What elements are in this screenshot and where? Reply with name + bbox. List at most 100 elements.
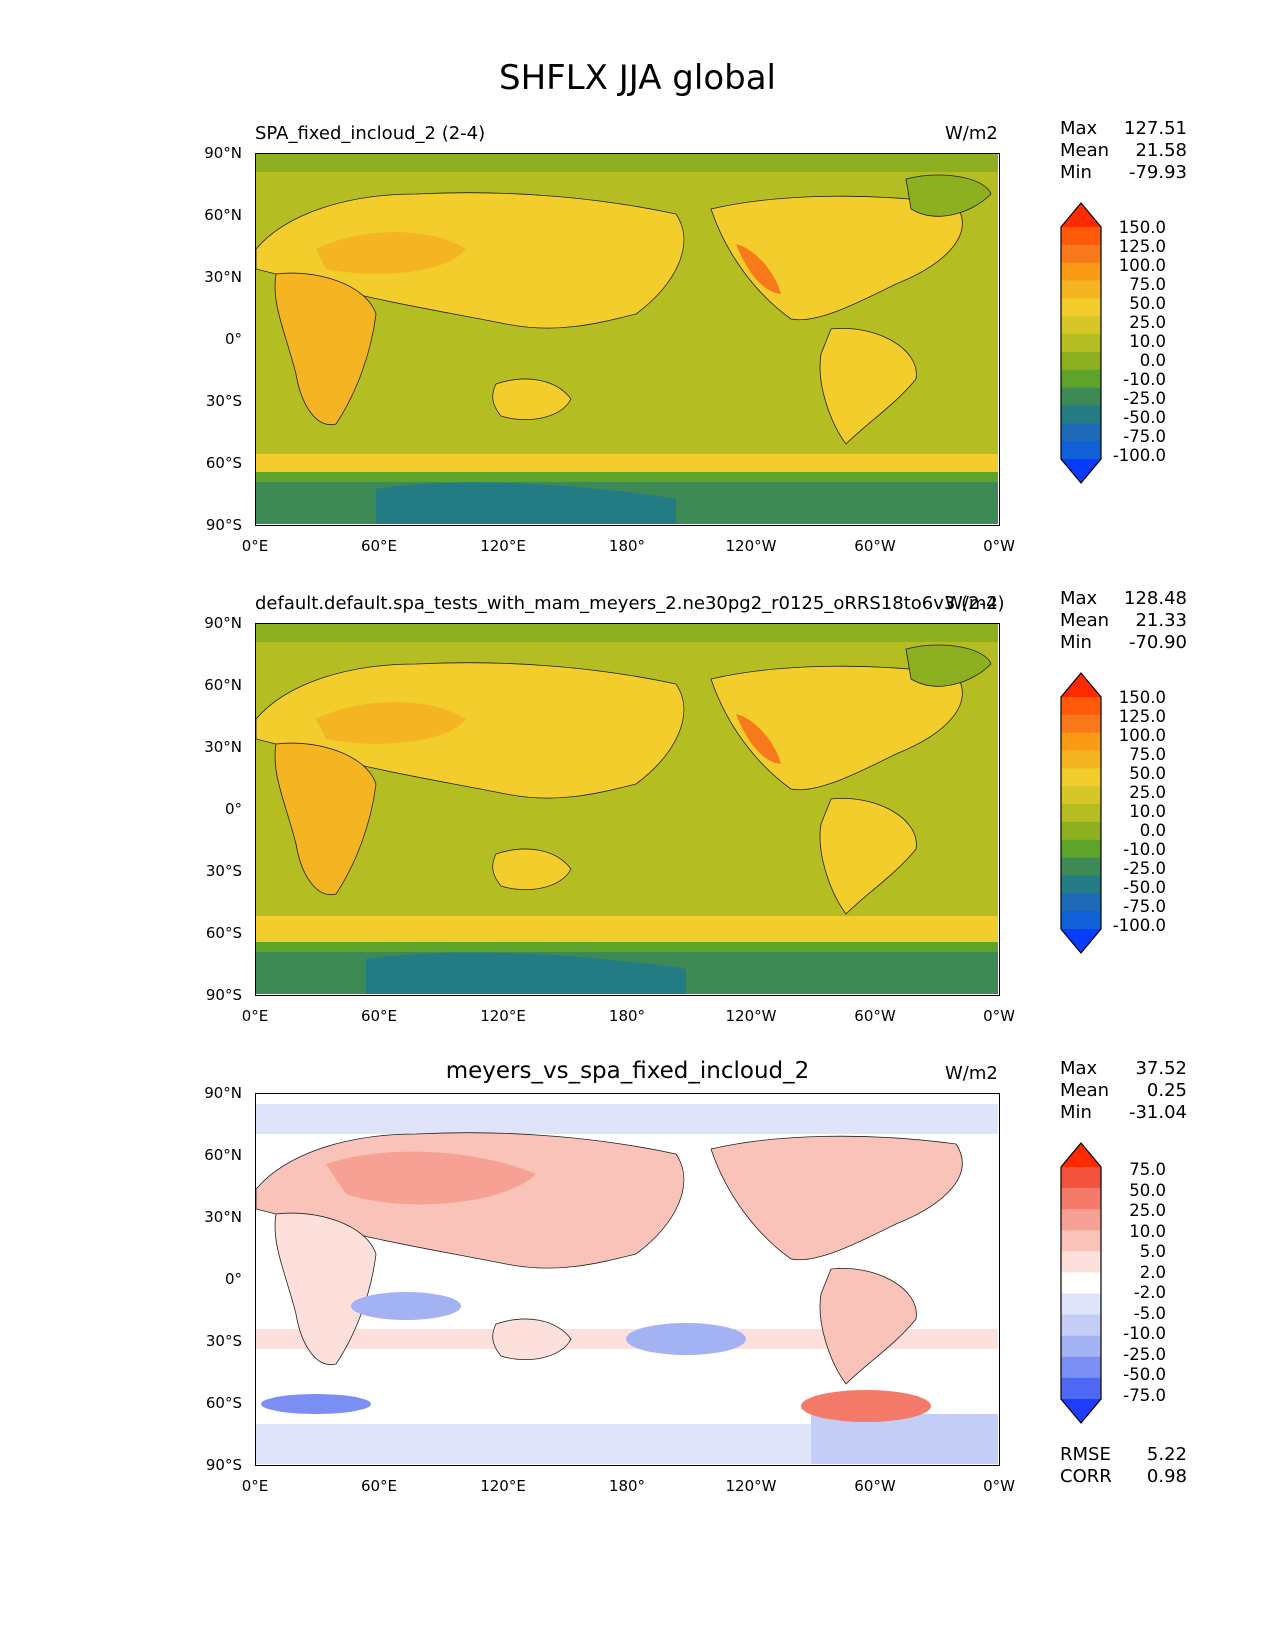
colorbar-segment (1061, 804, 1101, 823)
x-tick: 60°E (360, 1477, 398, 1495)
x-tick: 60°W (854, 537, 896, 555)
colorbar-segment (1061, 732, 1101, 752)
x-tick: 0°E (241, 1477, 269, 1495)
colorbar-level: 75.0 (1129, 745, 1166, 764)
max-label: Max (1060, 118, 1098, 139)
colorbar (1060, 672, 1102, 954)
colorbar-segment (1061, 911, 1101, 930)
colorbar-segment (1061, 893, 1101, 912)
colorbar-level: -100.0 (1112, 446, 1166, 465)
colorbar-segment (1061, 441, 1101, 460)
south-atlantic-warm-anomaly (801, 1390, 931, 1422)
colorbar-level: -5.0 (1133, 1304, 1166, 1323)
y-tick: 90°N (204, 614, 242, 632)
colorbar-level: -75.0 (1123, 427, 1166, 446)
colorbar-level: 75.0 (1129, 1160, 1166, 1179)
colorbar-outline (1060, 672, 1102, 954)
y-tick: 90°S (205, 516, 242, 534)
y-tick: 60°N (204, 676, 242, 694)
colorbar-segment (1061, 1356, 1101, 1379)
arctic-band (256, 624, 998, 642)
colorbar-level: -75.0 (1123, 897, 1166, 916)
min-value: -31.04 (1128, 1102, 1187, 1123)
colorbar-level: -10.0 (1123, 1324, 1166, 1343)
colorbar-segment (1061, 405, 1101, 424)
x-tick: 120°E (480, 1477, 526, 1495)
mean-label: Mean (1060, 1080, 1110, 1101)
antarctic-blue-patch (811, 1414, 998, 1464)
mean-label: Mean (1060, 140, 1110, 161)
colorbar-outline (1060, 202, 1102, 484)
colorbar-extend-bottom (1061, 459, 1101, 483)
colorbar-segment (1061, 227, 1101, 246)
colorbar-segment (1061, 334, 1101, 353)
y-tick: 90°S (205, 1456, 242, 1474)
southern-ocean-warm-band (256, 454, 998, 472)
colorbar-level: 125.0 (1118, 237, 1166, 256)
colorbar-segment (1061, 1251, 1101, 1273)
colorbar-segment (1061, 351, 1101, 371)
south-america-landmass (819, 1267, 917, 1385)
y-tick: 30°N (204, 738, 242, 756)
colorbar-segment (1061, 750, 1101, 769)
colorbar-level: 25.0 (1129, 1201, 1166, 1220)
colorbar-segment (1061, 387, 1101, 406)
colorbar-segment (1061, 244, 1101, 264)
africa-landmass (274, 742, 377, 895)
colorbar-level: 10.0 (1129, 332, 1166, 351)
greenland-landmass (905, 174, 992, 217)
colorbar-segment (1061, 786, 1101, 805)
y-tick: 30°N (204, 1208, 242, 1226)
x-tick: 120°W (725, 537, 777, 555)
rmse-label: RMSE (1060, 1444, 1111, 1465)
y-tick: 60°N (204, 1146, 242, 1164)
units-label: W/m2 (945, 593, 998, 614)
colorbar-segment (1061, 875, 1101, 894)
colorbar-segment (1061, 262, 1101, 282)
colorbar-level: 0.0 (1139, 351, 1166, 370)
colorbar-level: -100.0 (1112, 916, 1166, 935)
x-tick: 180° (608, 1477, 646, 1495)
x-tick: 0°E (241, 537, 269, 555)
africa-landmass (274, 272, 377, 425)
colorbar-extend-top (1061, 1143, 1101, 1167)
units-label: W/m2 (945, 123, 998, 144)
colorbar-level: 50.0 (1129, 1181, 1166, 1200)
map-svg (256, 1094, 998, 1464)
panel-title: default.default.spa_tests_with_mam_meyer… (255, 593, 1005, 614)
max-value: 127.51 (1124, 118, 1187, 139)
colorbar-level: 25.0 (1129, 783, 1166, 802)
greenland-landmass (905, 644, 992, 687)
south-america-landmass (819, 327, 917, 445)
max-label: Max (1060, 1058, 1098, 1079)
colorbar-segment (1061, 316, 1101, 335)
min-value: -79.93 (1128, 162, 1187, 183)
colorbar-extend-bottom (1061, 1399, 1101, 1423)
y-tick: 60°S (205, 924, 242, 942)
mean-value: 21.33 (1135, 610, 1187, 631)
southern-ocean-cool-anomaly (261, 1394, 371, 1414)
max-label: Max (1060, 588, 1098, 609)
x-tick: 60°W (854, 1477, 896, 1495)
colorbar-level: 75.0 (1129, 275, 1166, 294)
australia-landmass (492, 848, 572, 891)
y-tick: 60°S (205, 454, 242, 472)
arctic-band (256, 154, 998, 172)
max-value: 37.52 (1135, 1058, 1187, 1079)
colorbar-segment (1061, 1230, 1101, 1252)
min-label: Min (1060, 1102, 1092, 1123)
x-tick: 60°W (854, 1007, 896, 1025)
min-label: Min (1060, 632, 1092, 653)
max-value: 128.48 (1124, 588, 1187, 609)
colorbar-segment (1061, 1377, 1101, 1400)
corr-label: CORR (1060, 1466, 1112, 1487)
mean-value: 0.25 (1146, 1080, 1187, 1101)
colorbar-level: 50.0 (1129, 764, 1166, 783)
colorbar-segment (1061, 298, 1101, 317)
y-tick: 90°N (204, 1084, 242, 1102)
colorbar-level: 0.0 (1139, 821, 1166, 840)
colorbar-segment (1061, 714, 1101, 734)
colorbar-level: -50.0 (1123, 1365, 1166, 1384)
x-tick: 120°W (725, 1007, 777, 1025)
x-tick: 180° (608, 537, 646, 555)
